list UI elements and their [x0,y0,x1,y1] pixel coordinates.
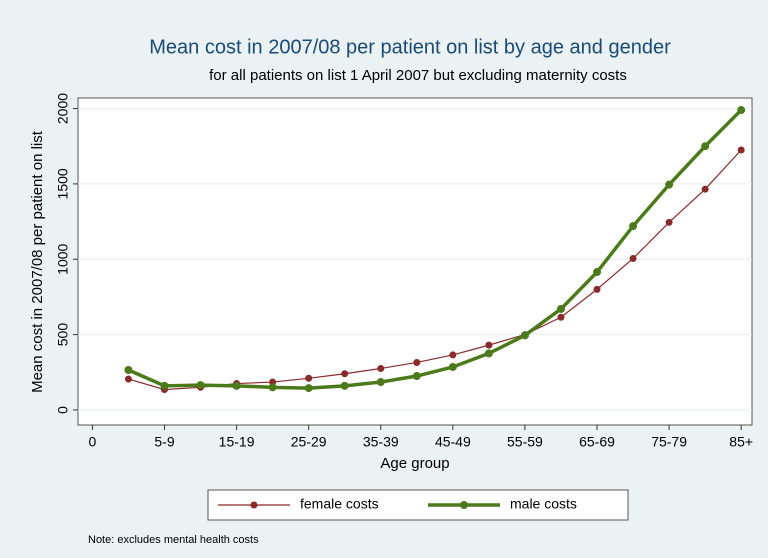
series-point [449,351,457,359]
series-point [124,375,132,383]
series-point [737,146,745,154]
y-tick-label: 500 [55,323,71,347]
series-point [448,362,457,371]
series-line [127,108,743,390]
x-tick-label: 25-29 [291,434,327,450]
series-point [124,365,133,374]
series-point [377,364,385,372]
series-point [413,358,421,366]
series-point [557,313,565,321]
legend-label: female costs [300,496,379,512]
series-point [520,331,529,340]
y-tick-label: 2000 [55,93,71,124]
x-tick-label: 55-59 [507,434,543,450]
x-tick-label: 5-9 [154,434,174,450]
series-point [629,222,638,231]
series-point [160,381,169,390]
chart-subtitle: for all patients on list 1 April 2007 bu… [209,67,627,84]
x-tick-label: 85+ [729,434,753,450]
series-point [412,372,421,381]
x-tick-label: 0 [89,434,97,450]
series-point [737,106,746,115]
y-tick-label: 0 [55,406,71,414]
series-point [556,304,565,313]
y-axis-label: Mean cost in 2007/08 per patient on list [29,130,46,393]
x-tick-label: 45-49 [435,434,471,450]
note: Note: excludes mental health costs [88,534,259,546]
series-point [665,180,674,189]
series-point [376,378,385,387]
series-point [340,381,349,390]
legend-marker [460,501,468,509]
plot-area [77,97,753,426]
series-point [232,381,241,390]
chart-title: Mean cost in 2007/08 per patient on list… [149,36,671,58]
y-tick-label: 1500 [55,168,71,199]
series-point [268,383,277,392]
series-point [593,268,602,277]
series-point [196,381,205,390]
y-tick-label: 1000 [55,243,71,274]
x-tick-label: 15-19 [219,434,255,450]
series-point [485,341,493,349]
series-point [305,374,313,382]
series-point [701,185,709,193]
series-point [593,285,601,293]
x-tick-label: 65-69 [579,434,615,450]
series-point [629,254,637,262]
series-point [701,142,710,151]
x-tick-label: 75-79 [651,434,687,450]
x-tick-label: 35-39 [363,434,399,450]
legend-marker [250,501,258,509]
series-point [341,370,349,378]
series-point [304,384,313,393]
x-axis-label: Age group [380,455,449,472]
legend-label: male costs [510,496,577,512]
series-point [665,218,673,226]
series-point [484,349,493,358]
